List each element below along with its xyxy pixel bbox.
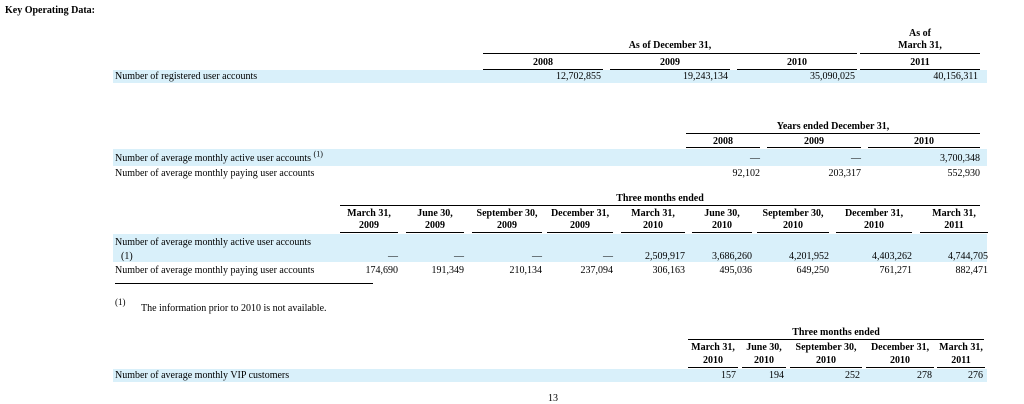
- vip-customers-label: Number of average monthly VIP customers: [115, 370, 290, 381]
- column-header-year: 2010: [816, 355, 836, 366]
- column-header: March 31,: [932, 208, 976, 219]
- header-group-three-months: Three months ended: [616, 193, 704, 204]
- column-header: March 31,: [691, 342, 735, 353]
- column-header: March 31,: [347, 208, 391, 219]
- column-header-year: 2011: [944, 220, 964, 231]
- paying-accounts-label: Number of average monthly paying user ac…: [115, 168, 315, 179]
- value-cell: 4,403,262: [872, 251, 912, 262]
- value-cell: 649,250: [796, 265, 830, 276]
- value-cell: 495,036: [719, 265, 753, 276]
- value-cell: 210,134: [509, 265, 543, 276]
- footnote-divider: [115, 283, 373, 284]
- year-2010: 2010: [787, 57, 807, 68]
- registered-accounts-label: Number of registered user accounts: [115, 71, 258, 82]
- column-header-year: 2010: [703, 355, 723, 366]
- section-heading: Key Operating Data:: [5, 5, 95, 16]
- year-2010: 2010: [914, 136, 934, 147]
- quarterly-paying-label: Number of average monthly paying user ac…: [115, 265, 315, 276]
- column-header-year: 2010: [643, 220, 663, 231]
- column-header: June 30,: [417, 208, 453, 219]
- value-cell: 4,744,705: [948, 251, 988, 262]
- value-cell: —: [603, 251, 613, 262]
- value-cell: 191,349: [431, 265, 465, 276]
- header-group-dec31: As of December 31,: [628, 40, 712, 51]
- column-header-year: 2009: [497, 220, 517, 231]
- column-header: December 31,: [844, 208, 904, 219]
- column-header: June 30,: [746, 342, 782, 353]
- value-cell: 278: [917, 370, 932, 381]
- active-accounts-label: Number of average monthly active user ac…: [115, 149, 323, 164]
- column-header: March 31,: [939, 342, 983, 353]
- value-cell: 3,686,260: [712, 251, 752, 262]
- footnote-ref: (1): [313, 149, 323, 159]
- year-2008: 2008: [713, 136, 733, 147]
- value-cell: 40,156,311: [933, 71, 978, 82]
- column-header-year: 2010: [890, 355, 910, 366]
- column-header: March 31,: [631, 208, 675, 219]
- value-cell: 194: [769, 370, 784, 381]
- column-header-year: 2009: [359, 220, 379, 231]
- value-cell: 2,509,917: [645, 251, 685, 262]
- column-header: September 30,: [762, 208, 824, 219]
- year-2009: 2009: [804, 136, 824, 147]
- header-group-years-ended: Years ended December 31,: [776, 121, 890, 132]
- header-asof-date: March 31,: [898, 40, 942, 51]
- column-header-year: 2010: [864, 220, 884, 231]
- column-header: December 31,: [550, 208, 610, 219]
- column-header: June 30,: [704, 208, 740, 219]
- year-2008: 2008: [533, 57, 553, 68]
- value-cell: 35,090,025: [810, 71, 855, 82]
- header-asof: As of: [909, 28, 931, 39]
- footnote-ref: (1): [121, 251, 133, 262]
- value-cell: 4,201,952: [789, 251, 829, 262]
- value-cell: 882,471: [955, 265, 989, 276]
- column-header-year: 2009: [425, 220, 445, 231]
- value-cell: —: [388, 251, 398, 262]
- value-cell: 761,271: [879, 265, 913, 276]
- value-cell: —: [454, 251, 464, 262]
- value-cell: —: [851, 153, 861, 164]
- value-cell: —: [532, 251, 542, 262]
- value-cell: —: [750, 153, 760, 164]
- year-2009: 2009: [660, 57, 680, 68]
- column-header: September 30,: [476, 208, 538, 219]
- page-number: 13: [548, 393, 558, 404]
- footnote-marker: (1): [115, 297, 126, 307]
- value-cell: 174,690: [365, 265, 399, 276]
- value-cell: 3,700,348: [940, 153, 980, 164]
- column-header: September 30,: [795, 342, 857, 353]
- value-cell: 552,930: [947, 168, 981, 179]
- header-group-three-months: Three months ended: [792, 327, 880, 338]
- value-cell: 203,317: [828, 168, 862, 179]
- value-cell: 237,094: [580, 265, 614, 276]
- column-header-year: 2010: [783, 220, 803, 231]
- quarterly-active-label: Number of average monthly active user ac…: [115, 237, 312, 248]
- value-cell: 92,102: [732, 168, 761, 179]
- year-2011: 2011: [910, 57, 930, 68]
- column-header-year: 2010: [712, 220, 732, 231]
- value-cell: 12,702,855: [556, 71, 601, 82]
- column-header-year: 2009: [570, 220, 590, 231]
- column-header-year: 2011: [951, 355, 971, 366]
- column-header-year: 2010: [754, 355, 774, 366]
- column-header: December 31,: [870, 342, 930, 353]
- value-cell: 276: [968, 370, 983, 381]
- value-cell: 19,243,134: [683, 71, 728, 82]
- value-cell: 157: [721, 370, 736, 381]
- value-cell: 252: [845, 370, 860, 381]
- footnote-text: The information prior to 2010 is not ava…: [141, 303, 327, 314]
- value-cell: 306,163: [652, 265, 686, 276]
